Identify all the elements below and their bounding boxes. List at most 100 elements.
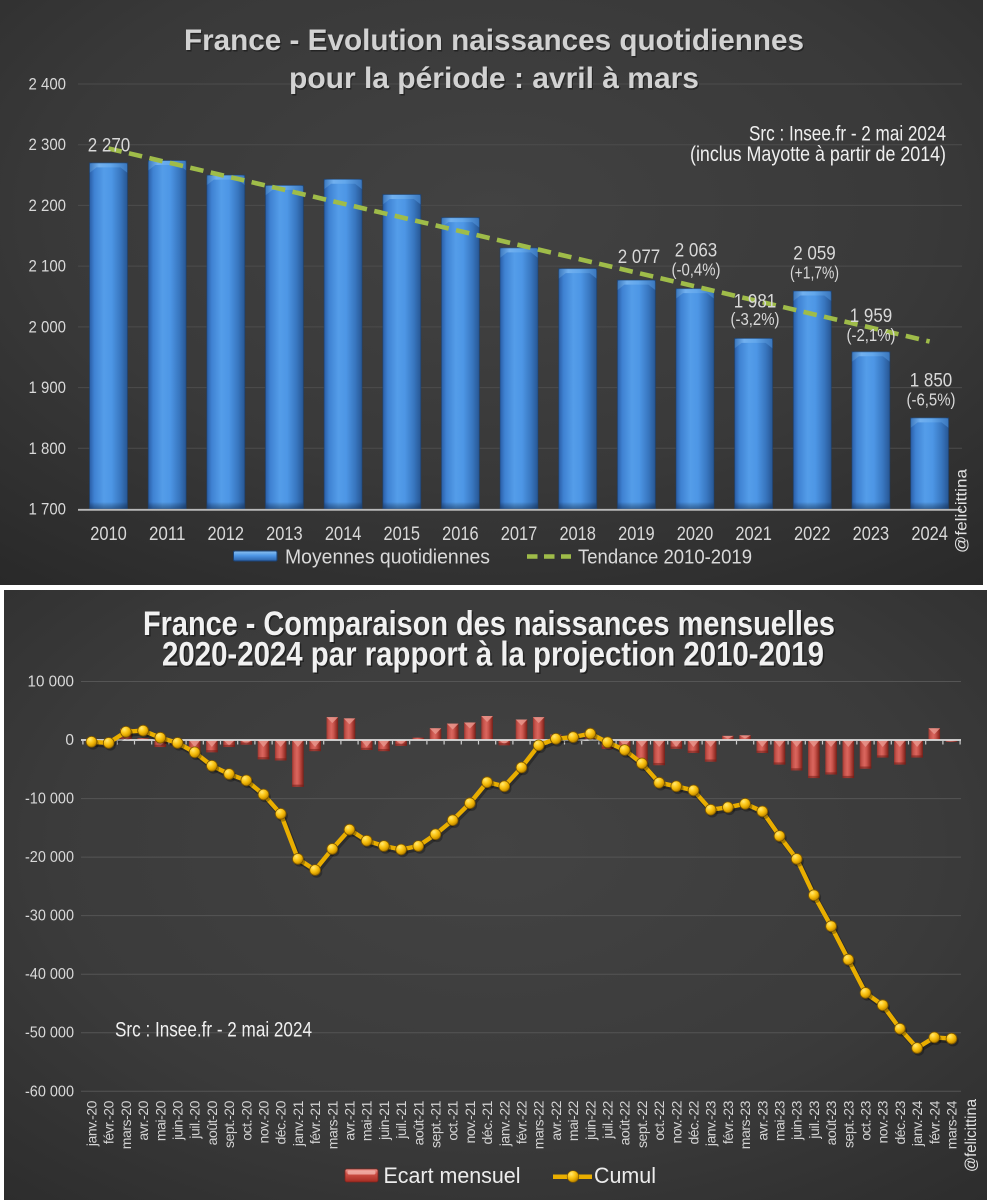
svg-text:juin-22: juin-22 bbox=[582, 1100, 598, 1141]
svg-text:janv.-23: janv.-23 bbox=[703, 1100, 719, 1147]
svg-text:France - Comparaison des naiss: France - Comparaison des naissances mens… bbox=[145, 607, 837, 645]
svg-text:Ecart mensuel: Ecart mensuel bbox=[384, 1163, 521, 1188]
svg-text:avr.-23: avr.-23 bbox=[754, 1100, 770, 1140]
svg-text:2013: 2013 bbox=[266, 524, 303, 545]
svg-text:2016: 2016 bbox=[442, 524, 479, 545]
svg-text:janv.-24: janv.-24 bbox=[909, 1100, 925, 1147]
svg-text:1 700: 1 700 bbox=[29, 500, 67, 519]
svg-text:mars-22: mars-22 bbox=[531, 1100, 547, 1149]
svg-text:mai-20: mai-20 bbox=[152, 1100, 168, 1141]
svg-text:@felicittina: @felicittina bbox=[963, 1099, 980, 1172]
svg-text:2 000: 2 000 bbox=[29, 317, 67, 336]
svg-text:-10 000: -10 000 bbox=[25, 791, 74, 808]
svg-text:févr.-20: févr.-20 bbox=[101, 1100, 117, 1144]
svg-text:2014: 2014 bbox=[325, 524, 362, 545]
svg-text:Src : Insee.fr - 2 mai 2024: Src : Insee.fr - 2 mai 2024 bbox=[749, 123, 946, 146]
svg-text:août-23: août-23 bbox=[823, 1100, 839, 1145]
svg-text:Tendance 2010-2019: Tendance 2010-2019 bbox=[578, 547, 752, 569]
svg-text:2020: 2020 bbox=[677, 524, 714, 545]
svg-text:juil.-20: juil.-20 bbox=[187, 1100, 203, 1139]
svg-text:oct.-21: oct.-21 bbox=[445, 1100, 461, 1140]
svg-text:avr.-22: avr.-22 bbox=[548, 1100, 564, 1140]
svg-text:(-6,5%): (-6,5%) bbox=[907, 390, 956, 410]
svg-text:févr.-23: févr.-23 bbox=[720, 1100, 736, 1144]
svg-text:mai-21: mai-21 bbox=[359, 1100, 375, 1141]
svg-text:2015: 2015 bbox=[384, 524, 421, 545]
svg-text:août-21: août-21 bbox=[410, 1100, 426, 1145]
svg-text:sept.-22: sept.-22 bbox=[634, 1100, 650, 1148]
svg-text:2 077: 2 077 bbox=[618, 246, 661, 268]
svg-text:2019: 2019 bbox=[618, 524, 655, 545]
svg-text:2020-2024 par rapport à la pro: 2020-2024 par rapport à la projection 20… bbox=[162, 636, 824, 674]
svg-text:oct.-20: oct.-20 bbox=[238, 1100, 254, 1140]
svg-text:nov.-20: nov.-20 bbox=[256, 1100, 272, 1143]
svg-text:-60 000: -60 000 bbox=[25, 1083, 74, 1100]
svg-text:2018: 2018 bbox=[559, 524, 596, 545]
svg-text:(-2,1%): (-2,1%) bbox=[847, 325, 896, 345]
svg-text:2 063: 2 063 bbox=[675, 240, 718, 262]
svg-text:févr.-22: févr.-22 bbox=[514, 1100, 530, 1144]
svg-text:mars-23: mars-23 bbox=[737, 1100, 753, 1149]
svg-text:nov.-23: nov.-23 bbox=[875, 1100, 891, 1143]
svg-text:(-3,2%): (-3,2%) bbox=[731, 309, 780, 329]
svg-text:mai-23: mai-23 bbox=[772, 1100, 788, 1141]
svg-text:Src : Insee.fr - 2 mai 2024: Src : Insee.fr - 2 mai 2024 bbox=[115, 1018, 312, 1042]
svg-text:pour la période : avril à mars: pour la période : avril à mars bbox=[289, 62, 699, 95]
svg-text:2 100: 2 100 bbox=[29, 257, 67, 276]
svg-text:juil.-22: juil.-22 bbox=[600, 1100, 616, 1139]
svg-text:sept.-21: sept.-21 bbox=[428, 1100, 444, 1148]
svg-text:déc.-22: déc.-22 bbox=[686, 1100, 702, 1144]
svg-text:Cumul: Cumul bbox=[594, 1163, 656, 1188]
svg-text:juil.-21: juil.-21 bbox=[393, 1100, 409, 1139]
svg-text:août-22: août-22 bbox=[617, 1100, 633, 1145]
svg-text:juin-20: juin-20 bbox=[170, 1100, 186, 1141]
svg-text:1 981: 1 981 bbox=[734, 291, 777, 313]
svg-text:2 059: 2 059 bbox=[793, 243, 836, 265]
svg-text:(-0,4%): (-0,4%) bbox=[672, 260, 721, 280]
svg-text:France - Comparaison des naiss: France - Comparaison des naissances mens… bbox=[143, 605, 835, 643]
svg-text:janv.-22: janv.-22 bbox=[496, 1100, 512, 1147]
svg-text:2024: 2024 bbox=[911, 524, 948, 545]
svg-text:janv.-20: janv.-20 bbox=[84, 1100, 100, 1147]
svg-text:déc.-20: déc.-20 bbox=[273, 1100, 289, 1144]
svg-text:1 900: 1 900 bbox=[29, 378, 67, 397]
svg-text:oct.-22: oct.-22 bbox=[651, 1100, 667, 1140]
svg-text:2012: 2012 bbox=[208, 524, 245, 545]
svg-text:2010: 2010 bbox=[90, 524, 127, 545]
svg-text:2023: 2023 bbox=[853, 524, 890, 545]
svg-text:déc.-23: déc.-23 bbox=[892, 1100, 908, 1144]
svg-text:avr.-21: avr.-21 bbox=[342, 1100, 358, 1140]
svg-text:août-20: août-20 bbox=[204, 1100, 220, 1145]
svg-text:2 300: 2 300 bbox=[29, 135, 67, 154]
svg-text:mars-20: mars-20 bbox=[118, 1100, 134, 1149]
svg-text:juil.-23: juil.-23 bbox=[806, 1100, 822, 1139]
svg-text:2022: 2022 bbox=[794, 524, 831, 545]
svg-text:-40 000: -40 000 bbox=[25, 966, 74, 983]
svg-text:janv.-21: janv.-21 bbox=[290, 1100, 306, 1147]
svg-text:France - Evolution naissances: France - Evolution naissances quotidienn… bbox=[184, 24, 804, 57]
svg-text:(inclus Mayotte à partir de 20: (inclus Mayotte à partir de 2014) bbox=[690, 143, 946, 166]
svg-text:2017: 2017 bbox=[501, 524, 538, 545]
svg-text:2021: 2021 bbox=[735, 524, 772, 545]
svg-text:oct.-23: oct.-23 bbox=[858, 1100, 874, 1140]
svg-text:sept.-23: sept.-23 bbox=[840, 1100, 856, 1148]
svg-text:1 959: 1 959 bbox=[850, 305, 893, 327]
svg-text:(+1,7%): (+1,7%) bbox=[790, 263, 839, 283]
svg-text:Moyennes quotidiennes: Moyennes quotidiennes bbox=[285, 547, 490, 569]
svg-text:-20 000: -20 000 bbox=[25, 849, 74, 866]
svg-text:juin-23: juin-23 bbox=[789, 1100, 805, 1141]
svg-text:-30 000: -30 000 bbox=[25, 908, 74, 925]
svg-text:déc.-21: déc.-21 bbox=[479, 1100, 495, 1144]
svg-text:@felicittina: @felicittina bbox=[954, 469, 971, 553]
svg-text:2 400: 2 400 bbox=[29, 75, 67, 94]
svg-text:mai-22: mai-22 bbox=[565, 1100, 581, 1141]
svg-text:févr.-24: févr.-24 bbox=[926, 1100, 942, 1144]
svg-text:1 800: 1 800 bbox=[29, 439, 67, 458]
svg-text:nov.-22: nov.-22 bbox=[668, 1100, 684, 1143]
svg-text:10 000: 10 000 bbox=[28, 674, 75, 691]
svg-text:sept.-20: sept.-20 bbox=[221, 1100, 237, 1148]
svg-text:2011: 2011 bbox=[149, 524, 186, 545]
svg-text:2 200: 2 200 bbox=[29, 196, 67, 215]
svg-text:0: 0 bbox=[65, 732, 74, 749]
svg-text:mars-24: mars-24 bbox=[944, 1100, 960, 1149]
